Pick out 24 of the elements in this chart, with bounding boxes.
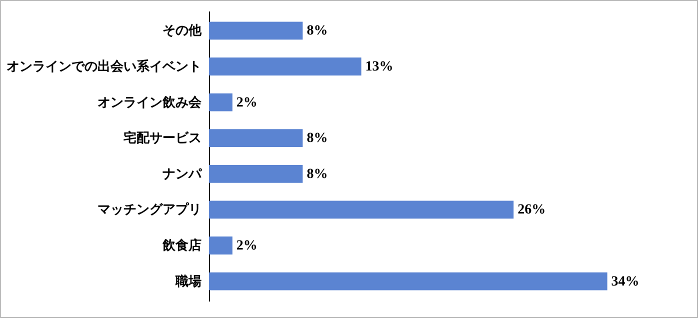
data-label: 26% [518, 202, 546, 218]
bar [209, 93, 232, 112]
bar [209, 272, 608, 290]
bar [209, 236, 232, 254]
data-label: 2% [236, 95, 258, 110]
bar [209, 200, 514, 219]
y-tick-label: オンラインでの出会い系イベント [6, 58, 202, 74]
y-tick-label: ナンパ [162, 166, 202, 181]
data-label: 13% [365, 59, 394, 74]
bar [209, 22, 303, 40]
y-tick-label: 飲食店 [162, 238, 202, 253]
data-label: 8% [306, 24, 328, 39]
bar [209, 129, 303, 148]
y-tick-label: オンライン飲み会 [98, 94, 202, 110]
data-label: 34% [611, 274, 640, 290]
y-tick-label: 職場 [174, 273, 202, 288]
data-label: 8% [306, 166, 328, 182]
bar [209, 58, 362, 76]
y-tick-label: マッチングアプリ [98, 202, 202, 217]
data-label: 2% [236, 238, 258, 254]
y-tick-label: その他 [162, 22, 202, 38]
data-label: 8% [306, 131, 328, 146]
y-tick-label: 宅配サービス [124, 130, 202, 146]
bar [209, 164, 303, 183]
